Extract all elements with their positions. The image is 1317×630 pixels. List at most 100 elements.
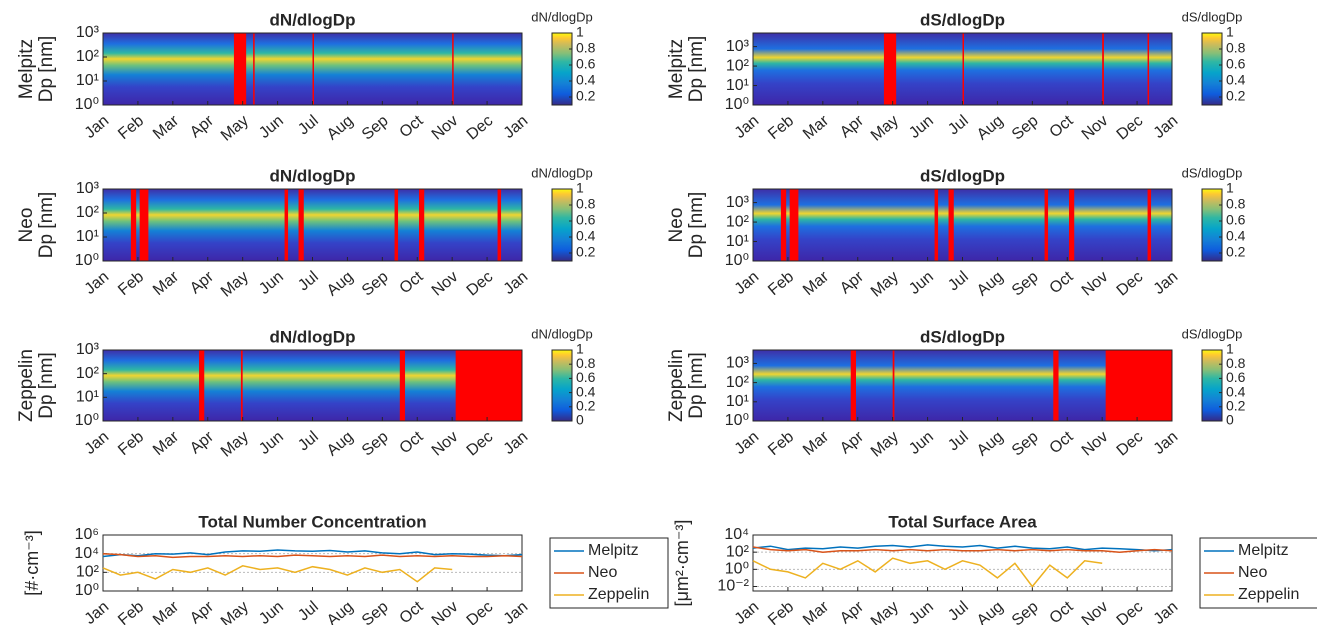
- legend-label: Melpitz: [1238, 542, 1289, 559]
- colorbar: [551, 349, 573, 422]
- x-tick-label: May: [868, 428, 902, 460]
- x-tick-label: Jun: [256, 598, 287, 625]
- legend-label: Zeppelin: [1238, 586, 1299, 603]
- x-tick-label: Dec: [464, 428, 497, 459]
- x-tick-label: Mar: [800, 598, 833, 625]
- x-tick-label: Dec: [464, 112, 497, 143]
- missing-period: [455, 350, 522, 421]
- x-tick-label: Jul: [945, 112, 972, 138]
- x-tick-label: Aug: [324, 268, 357, 299]
- x-tick-label: Jun: [906, 598, 937, 625]
- colorbar-label: dN/dlogDp: [531, 9, 592, 24]
- x-tick-label: Aug: [974, 268, 1007, 299]
- x-tick-label: Nov: [429, 112, 462, 143]
- y-tick-label: 10²: [726, 57, 750, 74]
- x-tick-label: Oct: [397, 268, 427, 297]
- plot-title: dS/dlogDp: [920, 10, 1005, 29]
- x-tick-label: Sep: [359, 112, 392, 143]
- x-tick-label: Jan: [501, 268, 532, 298]
- x-tick-label: May: [868, 112, 902, 144]
- y-tick-label: 10⁶: [75, 526, 99, 543]
- heatmap-image: [103, 189, 522, 261]
- series-line: [752, 544, 1173, 552]
- y-axis-label: [μm²·cm⁻³]: [672, 520, 692, 607]
- x-tick-label: Sep: [1009, 598, 1042, 625]
- x-tick-label: Oct: [1047, 112, 1077, 141]
- plot-frame: [102, 32, 523, 106]
- x-tick-label: Nov: [1079, 428, 1112, 459]
- x-tick-label: Mar: [800, 428, 833, 459]
- colorbar-tick-label: 0.6: [576, 212, 596, 228]
- y-axis-label: Dp [nm]: [686, 36, 707, 103]
- colorbar-tick-label: 1: [1226, 341, 1234, 357]
- y-tick-label: 10¹: [76, 389, 99, 406]
- x-tick-label: Dec: [1114, 428, 1147, 459]
- y-tick-label: 10⁻²: [717, 578, 749, 595]
- missing-period: [1068, 189, 1075, 261]
- x-tick-label: Feb: [115, 428, 147, 459]
- y-tick-label: 10⁰: [75, 252, 99, 269]
- x-tick-label: Aug: [974, 112, 1007, 143]
- x-tick-label: Mar: [150, 112, 183, 143]
- colorbar-tick-label: 0.8: [1226, 355, 1246, 371]
- station-label: Zeppelin: [16, 349, 37, 422]
- plot-title: dN/dlogDp: [270, 327, 356, 346]
- y-tick-label: 10²: [726, 543, 750, 560]
- x-tick-label: Jan: [732, 428, 763, 458]
- missing-period: [883, 33, 897, 105]
- x-tick-label: Nov: [1079, 268, 1112, 299]
- colorbar-tick-label: 0.4: [576, 72, 596, 88]
- legend-label: Zeppelin: [588, 586, 649, 603]
- colorbar: [1201, 349, 1223, 422]
- legend-label: Neo: [1238, 564, 1267, 581]
- x-tick-label: Oct: [1047, 598, 1077, 625]
- missing-period: [253, 33, 255, 105]
- colorbar-tick-label: 0.6: [1226, 212, 1246, 228]
- y-axis-label: Dp [nm]: [686, 192, 707, 259]
- x-tick-label: Feb: [115, 268, 147, 299]
- x-tick-label: Sep: [359, 598, 392, 625]
- colorbar-label: dS/dlogDp: [1182, 9, 1243, 24]
- x-tick-label: Jun: [256, 112, 287, 142]
- colorbar-tick-label: 0.2: [576, 244, 596, 260]
- colorbar-tick-label: 0.6: [1226, 369, 1246, 385]
- x-tick-label: Jul: [945, 268, 972, 294]
- colorbar-tick-label: 0: [1226, 412, 1234, 428]
- heatmap-image: [753, 350, 1172, 421]
- x-tick-label: May: [868, 598, 902, 625]
- x-tick-label: Jul: [945, 428, 972, 454]
- colorbar-tick-label: 1: [1226, 24, 1234, 40]
- y-tick-label: 10¹: [726, 393, 749, 410]
- missing-period: [1044, 189, 1049, 261]
- heatmap-image: [753, 189, 1172, 261]
- missing-period: [789, 189, 799, 261]
- y-tick-label: 10³: [76, 24, 100, 41]
- x-tick-label: Oct: [397, 428, 427, 457]
- plot-title: Total Number Concentration: [198, 512, 426, 531]
- missing-period: [418, 189, 425, 261]
- x-tick-label: Aug: [324, 428, 357, 459]
- missing-period: [452, 33, 454, 105]
- x-tick-label: Oct: [397, 112, 427, 141]
- y-tick-label: 10⁴: [724, 526, 749, 543]
- x-tick-label: Jul: [295, 428, 322, 454]
- y-tick-label: 10³: [76, 341, 100, 358]
- colorbar-tick-label: 0.2: [576, 88, 596, 104]
- missing-period: [1102, 33, 1104, 105]
- colorbar-tick-label: 0.4: [576, 383, 596, 399]
- x-tick-label: Jan: [1151, 268, 1182, 298]
- plot-title: dS/dlogDp: [920, 166, 1005, 185]
- missing-period: [1147, 33, 1150, 105]
- x-tick-label: Apr: [187, 428, 218, 457]
- x-tick-label: Dec: [1114, 112, 1147, 143]
- x-tick-label: Dec: [1114, 268, 1147, 299]
- x-tick-label: Nov: [429, 598, 462, 625]
- x-tick-label: May: [218, 598, 252, 625]
- y-tick-label: 10³: [726, 194, 750, 211]
- colorbar-tick-label: 0.8: [576, 196, 596, 212]
- plot-frame: [752, 534, 1173, 592]
- plot-title: dN/dlogDp: [270, 166, 356, 185]
- x-tick-label: Jan: [82, 112, 113, 142]
- x-tick-label: May: [868, 268, 902, 300]
